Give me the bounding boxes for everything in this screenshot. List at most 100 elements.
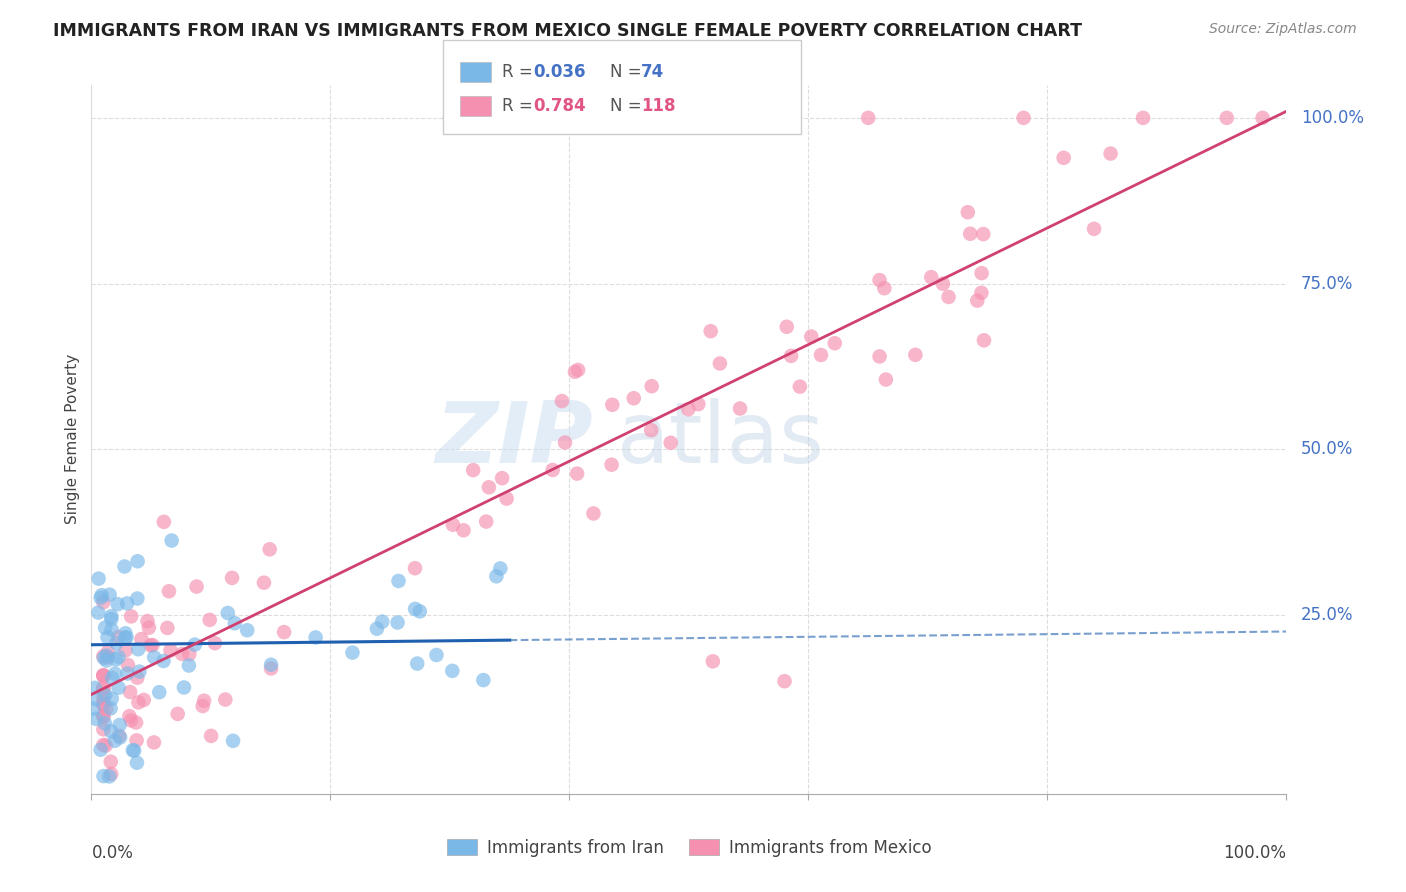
Point (485, 569, 508, 583)
Point (702, 654, 724, 668)
Point (920, 270, 942, 285)
Point (98, 769, 121, 783)
Point (90, 591, 112, 605)
Point (1132, 111, 1154, 125)
Point (387, 574, 409, 588)
Point (128, 665, 150, 679)
Point (441, 517, 464, 532)
Point (120, 609, 142, 624)
Point (96, 654, 118, 668)
Point (121, 743, 143, 757)
Point (127, 591, 149, 606)
Point (475, 515, 498, 529)
Text: atlas: atlas (617, 398, 825, 481)
Text: 100.0%: 100.0% (1223, 844, 1286, 862)
Point (107, 650, 129, 665)
Point (160, 533, 183, 548)
Point (127, 554, 149, 568)
Point (83, 701, 105, 715)
Point (93, 708, 114, 723)
Point (114, 643, 136, 657)
Point (84, 692, 107, 706)
Point (640, 423, 662, 437)
Point (1083, 222, 1105, 236)
Point (932, 277, 955, 291)
Point (1251, 111, 1274, 125)
Point (101, 691, 124, 706)
Point (959, 227, 981, 241)
Point (565, 467, 588, 481)
Point (114, 626, 136, 640)
Point (371, 615, 394, 629)
Point (184, 638, 207, 652)
Point (107, 630, 129, 644)
Point (623, 391, 645, 405)
Point (875, 372, 897, 386)
Point (93, 738, 114, 752)
Point (728, 401, 751, 416)
Point (699, 324, 721, 338)
Point (136, 614, 159, 628)
Point (148, 685, 170, 699)
Point (93, 769, 115, 783)
Point (107, 597, 129, 611)
Point (472, 673, 495, 687)
Point (200, 729, 222, 743)
Point (970, 266, 993, 280)
Point (157, 584, 180, 599)
Point (709, 356, 731, 370)
Point (970, 285, 993, 300)
Point (114, 559, 136, 574)
Point (93, 690, 114, 705)
Point (125, 715, 148, 730)
Point (304, 631, 326, 645)
Point (93, 668, 114, 682)
Point (659, 435, 682, 450)
Point (105, 636, 128, 650)
Point (1099, 146, 1122, 161)
Point (127, 696, 149, 710)
Point (236, 624, 259, 638)
Point (869, 273, 891, 287)
Point (404, 561, 426, 575)
Point (737, 111, 759, 125)
Point (966, 293, 988, 308)
Point (104, 652, 127, 666)
Point (217, 606, 239, 620)
Point (478, 480, 501, 494)
Point (972, 227, 994, 241)
Point (100, 623, 122, 637)
Point (366, 622, 388, 636)
Text: IMMIGRANTS FROM IRAN VS IMMIGRANTS FROM MEXICO SINGLE FEMALE POVERTY CORRELATION: IMMIGRANTS FROM IRAN VS IMMIGRANTS FROM … (53, 22, 1083, 40)
Point (259, 542, 281, 557)
Point (773, 674, 796, 689)
Point (139, 638, 162, 652)
Point (441, 664, 464, 678)
Point (93, 668, 114, 682)
Point (107, 681, 129, 695)
Text: 74: 74 (641, 63, 665, 81)
Point (96, 631, 118, 645)
Point (824, 336, 846, 351)
Point (120, 685, 142, 699)
Point (96, 701, 118, 715)
Point (90, 743, 112, 757)
Point (186, 580, 208, 594)
Point (94, 688, 117, 702)
Point (153, 515, 176, 529)
Point (439, 111, 461, 125)
Point (93, 651, 115, 665)
Point (93, 723, 114, 737)
Point (810, 348, 832, 362)
Point (100, 724, 122, 739)
Text: N =: N = (610, 63, 647, 81)
Point (564, 365, 586, 379)
Point (93, 649, 114, 664)
Point (125, 756, 148, 770)
Text: 100.0%: 100.0% (1301, 109, 1364, 127)
Point (108, 729, 131, 743)
Point (222, 734, 245, 748)
Text: 25.0%: 25.0% (1301, 606, 1354, 624)
Point (463, 463, 485, 477)
Point (541, 463, 564, 477)
